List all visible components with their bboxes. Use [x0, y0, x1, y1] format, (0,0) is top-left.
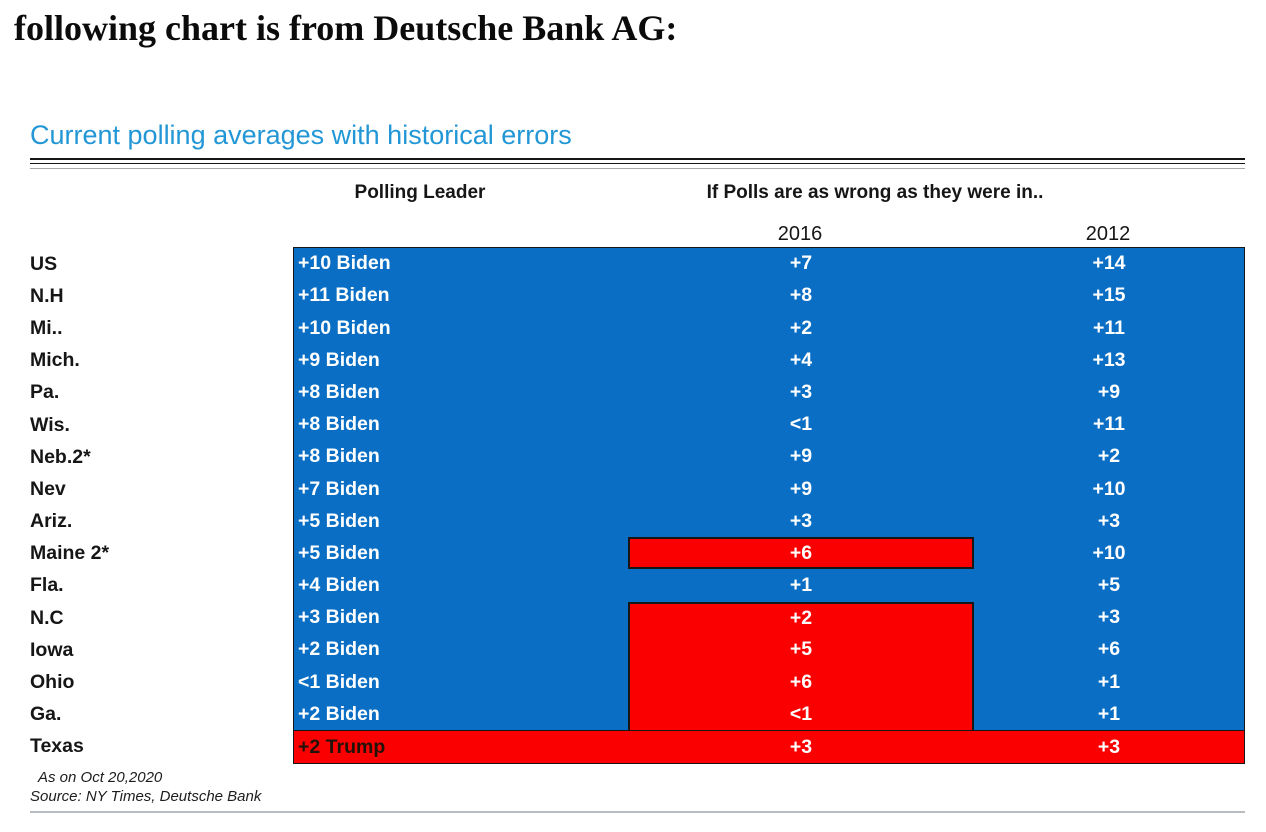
row-label: Pa.: [30, 381, 60, 404]
error-2016-cell: <1: [789, 413, 813, 436]
error-2016-cell: +9: [789, 477, 813, 500]
error-2016-cell: +8: [789, 284, 813, 307]
column-header-2016: 2016: [777, 222, 823, 245]
error-2012-cell: +10: [1092, 477, 1126, 500]
error-2016-cell: +6: [628, 537, 974, 570]
error-2012-cell: +15: [1092, 284, 1126, 307]
row-labels: US N.H Mi.. Mich. Pa. Wis. Neb.2* Nev Ariz. Maine…: [30, 248, 293, 763]
table-row: +5 Biden +3 +3: [294, 505, 1244, 538]
leader-cell: +2 Biden: [298, 638, 380, 661]
column-header-error-group: If Polls are as wrong as they were in..: [706, 181, 1044, 203]
error-2012-cell: +13: [1092, 348, 1126, 371]
error-2012-cell: +1: [1097, 702, 1121, 725]
error-2016-cell: +3: [789, 380, 813, 403]
polling-chart: Current polling averages with historical…: [30, 119, 1245, 813]
error-2012-cell: +3: [1097, 735, 1121, 758]
error-2016-cell: <1: [628, 698, 974, 731]
row-label: US: [30, 252, 58, 275]
leader-cell: +8 Biden: [298, 445, 380, 468]
row-label: Mi..: [30, 316, 63, 339]
column-header-2012: 2012: [1085, 222, 1131, 245]
error-2016-cell: +6: [628, 666, 974, 699]
row-label: Mich.: [30, 349, 80, 372]
table-row: +2 Trump +3 +3: [294, 730, 1244, 763]
row-label: Ohio: [30, 671, 75, 694]
leader-cell: +5 Biden: [298, 509, 380, 532]
leader-cell: +9 Biden: [298, 348, 380, 371]
column-header-polling-leader: Polling Leader: [354, 181, 486, 203]
footnote-source: Source: NY Times, Deutsche Bank: [30, 787, 262, 805]
title-subdivider: [30, 167, 1245, 169]
error-2016-cell: +2: [789, 316, 813, 339]
error-2012-cell: +5: [1097, 574, 1121, 597]
leader-cell: +3 Biden: [298, 606, 380, 629]
table-year-row: 2016 2012: [30, 223, 1245, 246]
polling-table: US N.H Mi.. Mich. Pa. Wis. Neb.2* Nev Ariz. Maine…: [30, 246, 1245, 764]
table-header-row: Polling Leader If Polls are as wrong as …: [30, 182, 1245, 206]
leader-cell: +2 Biden: [298, 702, 380, 725]
table-row: +2 Biden +5 +6: [294, 633, 1244, 667]
error-2012-cell: +10: [1092, 541, 1126, 564]
row-label: Maine 2*: [30, 542, 110, 565]
error-2016-cell: +3: [789, 735, 813, 758]
footnote-date: As on Oct 20,2020: [38, 768, 163, 786]
leader-cell: <1 Biden: [298, 670, 380, 693]
table-box: +10 Biden +7 +14 +11 Biden +8 +15 +10 Biden +2 +…: [293, 246, 1245, 764]
error-2012-cell: +3: [1097, 606, 1121, 629]
table-row: +8 Biden +9 +2: [294, 440, 1244, 473]
error-2012-cell: +2: [1097, 445, 1121, 468]
table-row: +8 Biden <1 +11: [294, 408, 1244, 441]
page-heading: following chart is from Deutsche Bank AG…: [14, 8, 678, 48]
table-row: +2 Biden <1 +1: [294, 698, 1244, 731]
table-row: +4 Biden +1 +5: [294, 569, 1244, 602]
leader-cell: +10 Biden: [298, 252, 391, 275]
row-label: Iowa: [30, 638, 74, 661]
leader-cell: +2 Trump: [298, 735, 386, 758]
leader-cell: +4 Biden: [298, 574, 380, 597]
row-label: N.C: [30, 606, 64, 629]
error-2012-cell: +11: [1092, 316, 1125, 339]
leader-cell: +8 Biden: [298, 413, 380, 436]
table-row: +8 Biden +3 +9: [294, 376, 1244, 409]
error-2012-cell: +6: [1097, 638, 1121, 661]
row-label: Fla.: [30, 574, 64, 597]
leader-cell: +8 Biden: [298, 380, 380, 403]
bottom-divider: [30, 810, 1245, 813]
table-row: +3 Biden +2 +3: [294, 601, 1244, 634]
row-label: Texas: [30, 735, 84, 758]
error-2012-cell: +11: [1092, 413, 1125, 436]
chart-title: Current polling averages with historical…: [30, 119, 572, 150]
error-2012-cell: +1: [1097, 670, 1121, 693]
row-label: Nev: [30, 477, 66, 500]
title-divider: [30, 157, 1245, 164]
leader-cell: +10 Biden: [298, 316, 391, 339]
table-row: +9 Biden +4 +13: [294, 344, 1244, 377]
error-2012-cell: +14: [1092, 252, 1126, 275]
error-2012-cell: +3: [1097, 509, 1121, 532]
error-2016-cell: +5: [628, 633, 974, 667]
row-label: N.H: [30, 284, 64, 307]
table-row: +5 Biden +6 +10: [294, 537, 1244, 570]
error-2016-cell: +3: [789, 509, 813, 532]
leader-cell: +7 Biden: [298, 477, 380, 500]
error-2016-cell: +1: [789, 574, 813, 597]
table-row: +10 Biden +7 +14: [294, 247, 1244, 280]
error-2016-cell: +2: [628, 601, 974, 634]
error-2016-cell: +4: [789, 348, 813, 371]
leader-cell: +5 Biden: [298, 541, 380, 564]
error-2016-cell: +9: [789, 445, 813, 468]
row-label: Ariz.: [30, 510, 73, 533]
row-label: Ga.: [30, 703, 62, 726]
table-row: +10 Biden +2 +11: [294, 311, 1244, 345]
table-row: +7 Biden +9 +10: [294, 472, 1244, 506]
error-2016-cell: +7: [789, 252, 813, 275]
table-row: <1 Biden +6 +1: [294, 666, 1244, 699]
table-row: +11 Biden +8 +15: [294, 279, 1244, 312]
row-label: Wis.: [30, 413, 70, 436]
row-label: Neb.2*: [30, 445, 91, 468]
error-2012-cell: +9: [1097, 380, 1121, 403]
leader-cell: +11 Biden: [298, 284, 390, 307]
